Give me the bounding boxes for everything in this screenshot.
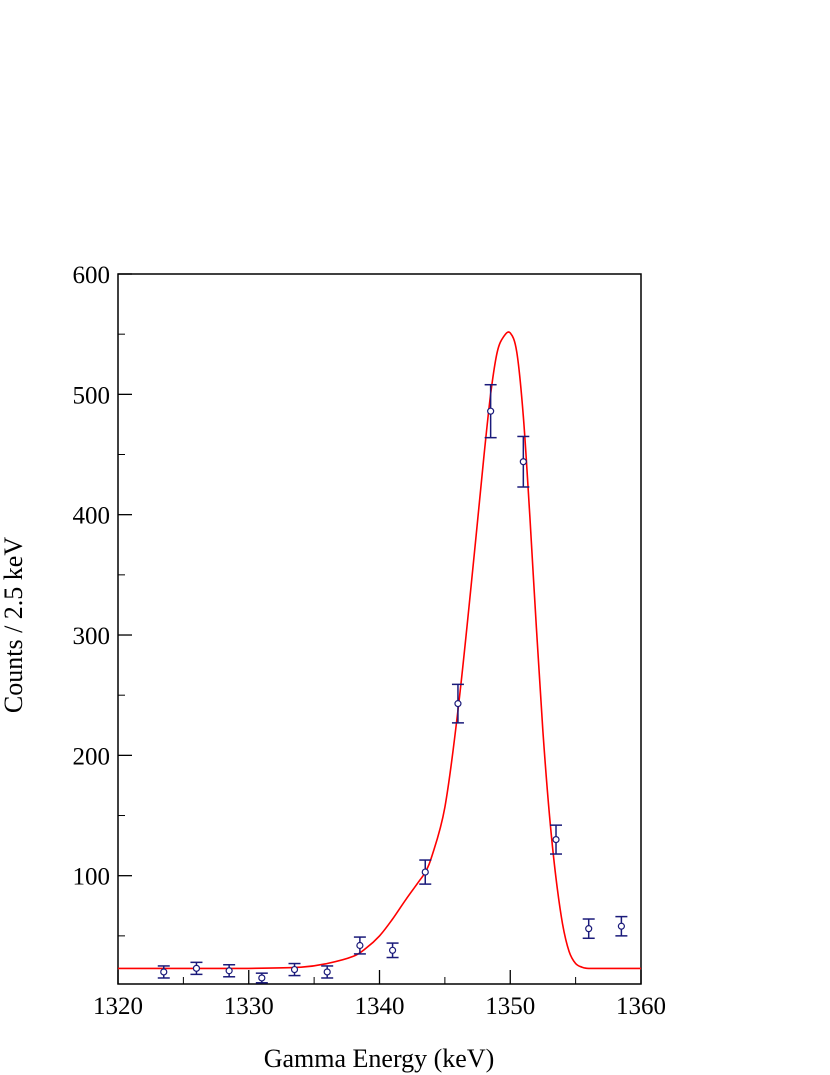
point-marker <box>519 458 527 466</box>
fit-curve <box>118 331 641 970</box>
data-point <box>517 435 530 488</box>
y-tick-label: 200 <box>73 743 111 770</box>
point-marker <box>356 941 364 950</box>
data-point <box>288 962 301 977</box>
data-point <box>451 683 464 724</box>
point-marker <box>160 968 168 976</box>
x-axis-title: Gamma Energy (keV) <box>264 1044 495 1073</box>
y-tick-label: 300 <box>73 623 111 650</box>
x-tick-label: 1350 <box>485 993 535 1020</box>
point-marker <box>421 868 429 876</box>
y-tick-label: 100 <box>73 864 111 891</box>
x-tick-label: 1320 <box>93 993 143 1020</box>
data-point <box>615 915 628 937</box>
point-marker <box>454 700 462 708</box>
data-point <box>255 972 268 984</box>
point-marker <box>617 922 625 930</box>
data-point <box>223 963 236 978</box>
tick-label-layer: 1320 1330 1340 1350 1360 100 200 300 400 500 600 <box>73 262 667 1020</box>
point-marker <box>388 946 397 954</box>
y-tick-label: 600 <box>73 262 111 289</box>
point-marker <box>323 968 331 976</box>
data-point <box>157 965 170 979</box>
point-marker <box>192 964 201 972</box>
points-layer <box>157 383 628 984</box>
y-tick-label: 500 <box>73 382 111 409</box>
x-tick-label: 1330 <box>224 993 274 1020</box>
point-marker <box>552 835 560 844</box>
data-point <box>419 859 432 885</box>
x-tick-label: 1360 <box>616 993 666 1020</box>
data-point <box>321 965 334 979</box>
data-point <box>386 942 399 959</box>
y-axis-title: Counts / 2.5 keV <box>0 537 28 713</box>
y-tick-label: 400 <box>73 503 111 530</box>
data-point <box>550 824 563 855</box>
data-point <box>190 961 203 976</box>
x-tick-label: 1340 <box>355 993 405 1020</box>
data-point <box>484 383 497 439</box>
data-point <box>582 918 595 940</box>
fit-layer <box>118 331 641 970</box>
plot-frame <box>117 273 642 985</box>
point-marker <box>487 407 495 415</box>
point-marker <box>225 967 233 975</box>
point-marker <box>258 974 266 982</box>
tick-layer <box>117 273 642 984</box>
point-marker <box>585 925 593 933</box>
data-point <box>353 936 366 955</box>
point-marker <box>290 965 299 974</box>
